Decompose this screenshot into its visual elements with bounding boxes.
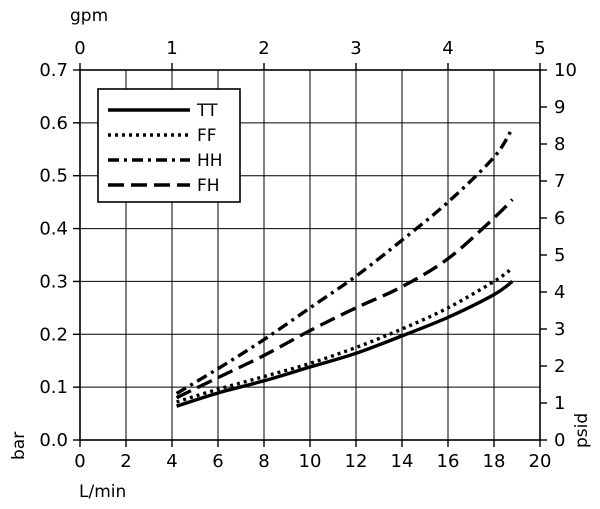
x-tick-label: 20: [529, 451, 552, 472]
x-tick-label: 0: [74, 451, 85, 472]
y-axis-title: bar: [9, 432, 29, 460]
tick-labels: 0 2 4 6 8 10 12 14 16 18 200 1 2 3 4 50.00.10.20.30.40.…: [39, 38, 577, 472]
top-tick-label: 2: [258, 38, 269, 59]
right-tick-label: 8: [554, 134, 565, 155]
right-tick-label: 3: [554, 319, 565, 340]
y-tick-label: 0.0: [39, 430, 68, 451]
right-tick-label: 4: [554, 282, 565, 303]
x-tick-label: 6: [212, 451, 223, 472]
top-tick-label: 4: [442, 38, 453, 59]
right-tick-label: 0: [554, 430, 565, 451]
y-tick-label: 0.2: [39, 324, 68, 345]
top-tick-label: 5: [534, 38, 545, 59]
right-tick-label: 10: [554, 60, 577, 81]
x-tick-label: 2: [120, 451, 131, 472]
series-line-tt: [176, 280, 514, 408]
x-tick-label: 4: [166, 451, 177, 472]
series-line-ff: [176, 266, 514, 404]
right-axis-title: psid: [572, 413, 592, 448]
x-tick-label: 8: [258, 451, 269, 472]
y-tick-label: 0.7: [39, 60, 68, 81]
x-tick-label: 18: [483, 451, 506, 472]
x-tick-label: 14: [391, 451, 414, 472]
top-axis-title: gpm: [70, 6, 108, 26]
right-tick-label: 9: [554, 97, 565, 118]
top-tick-label: 0: [74, 38, 85, 59]
x-tick-label: 12: [345, 451, 368, 472]
series-line-hh: [175, 127, 514, 395]
right-tick-label: 2: [554, 356, 565, 377]
y-tick-label: 0.5: [39, 166, 68, 187]
right-tick-label: 7: [554, 171, 565, 192]
legend-label-hh: HH: [197, 151, 223, 171]
y-tick-label: 0.4: [39, 219, 68, 240]
series-layer: [175, 127, 514, 408]
y-tick-label: 0.6: [39, 113, 68, 134]
legend: TT FF HH FH: [97, 88, 241, 203]
legend-label-ff: FF: [197, 126, 217, 146]
legend-box: [97, 88, 241, 203]
right-tick-label: 6: [554, 208, 565, 229]
top-tick-label: 1: [166, 38, 177, 59]
legend-label-tt: TT: [196, 101, 218, 121]
right-tick-label: 5: [554, 245, 565, 266]
x-axis-title: L/min: [79, 482, 126, 502]
top-tick-label: 3: [350, 38, 361, 59]
legend-label-fh: FH: [197, 176, 220, 196]
y-tick-label: 0.3: [39, 271, 68, 292]
x-tick-label: 16: [437, 451, 460, 472]
x-tick-label: 10: [299, 451, 322, 472]
series-line-fh: [175, 198, 514, 400]
tick-marks: [73, 63, 547, 447]
grid-lines: [80, 70, 540, 440]
right-tick-label: 1: [554, 393, 565, 414]
y-tick-label: 0.1: [39, 377, 68, 398]
